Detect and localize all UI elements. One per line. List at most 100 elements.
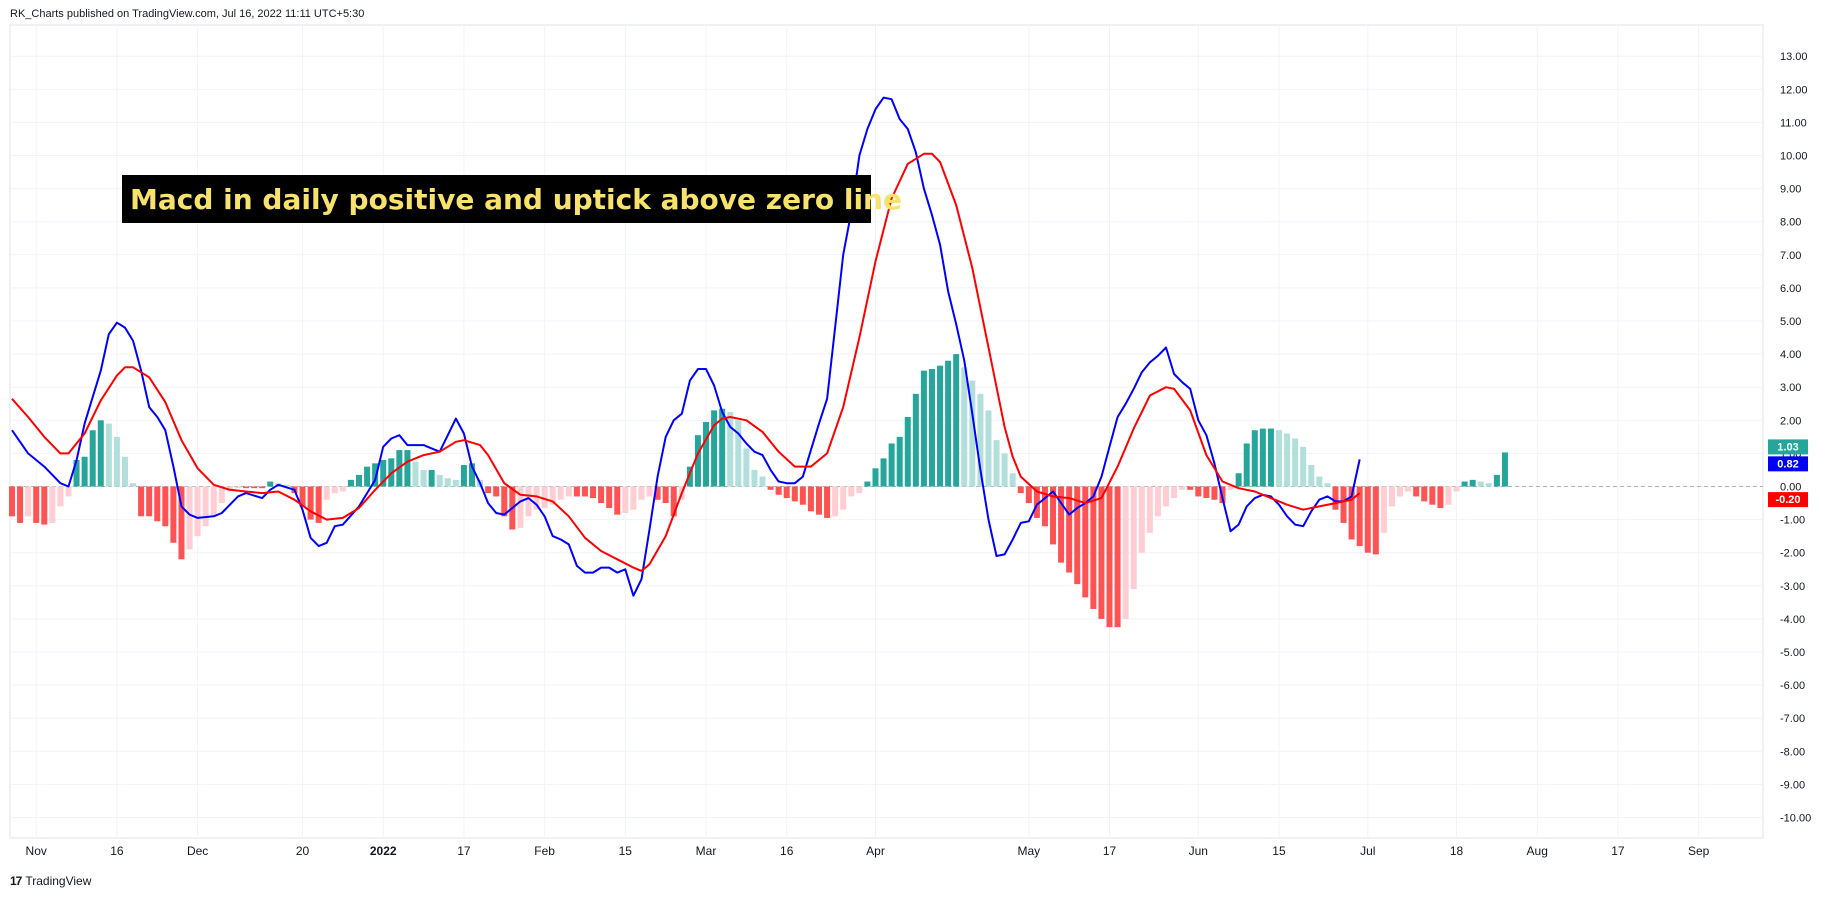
histogram-bar [694,435,701,487]
y-tick-label: -8.00 [1780,746,1805,758]
histogram-bar [549,486,556,505]
histogram-bar [57,486,64,507]
histogram-bar [1284,433,1291,487]
histogram-bar [1211,486,1218,500]
histogram-bar [1114,486,1121,628]
histogram-bar [1017,486,1024,494]
histogram-bar [138,486,145,517]
y-tick-label: -1.00 [1780,515,1805,527]
y-tick-label: 6.00 [1780,283,1801,295]
histogram-bar [428,469,435,487]
histogram-bar [1437,486,1444,509]
brand-name: TradingView [25,874,92,888]
histogram-bar [557,486,564,500]
x-tick-label: 2022 [370,844,397,858]
x-axis: Nov 16 Dec 20 2022 17 Feb 15 Mar 16 Apr May 17 Jun 15 J… [26,844,1710,858]
x-tick-label: May [1017,844,1040,858]
histogram-bar [581,486,588,497]
y-tick-label: -6.00 [1780,680,1805,692]
histogram-bar [105,423,112,487]
histogram-bar [178,486,185,560]
histogram-bar [614,486,621,515]
histogram-bar [840,486,847,510]
x-tick-label: 20 [296,844,310,858]
histogram-bar [590,486,597,499]
last-value-badges: 1.03 0.82 -0.20 [1768,439,1808,508]
histogram-bar [1316,476,1323,487]
histogram-bar [1461,481,1468,487]
histogram-bar [1203,486,1210,499]
histogram-bar [1259,428,1266,487]
y-tick-label: 7.00 [1780,250,1801,262]
x-tick-label: Nov [26,844,47,858]
histogram-bar [622,486,629,513]
histogram-bar [993,440,1000,487]
annotation-box: Macd in daily positive and uptick above … [122,175,902,223]
histogram-bar [1082,486,1089,598]
histogram [9,354,1508,628]
histogram-bar [1195,486,1202,497]
x-tick-label: Dec [187,844,208,858]
histogram-bar [202,486,209,527]
y-tick-label: 0.00 [1780,482,1801,494]
histogram-bar [356,474,363,487]
histogram-bar [670,486,677,517]
x-tick-label: 17 [1103,844,1117,858]
indicator-lines [11,96,1361,597]
histogram-bar [194,486,201,537]
y-tick-label: 4.00 [1780,349,1801,361]
last-value-label: -0.20 [1775,494,1800,506]
histogram-bar [259,486,266,489]
x-tick-label: 15 [1272,844,1286,858]
histogram-bar [985,410,992,487]
histogram-bar [573,486,580,497]
histogram-bar [1469,479,1476,487]
histogram-bar [1429,486,1436,505]
histogram-bar [872,468,879,487]
x-tick-label: Aug [1527,844,1548,858]
histogram-bar [436,474,443,487]
histogram-bar [735,420,742,487]
last-value-badge [1768,439,1808,455]
histogram-bar [234,486,241,489]
histogram-bar [1380,486,1387,533]
histogram-bar [460,464,467,487]
histogram-bar [121,456,128,487]
histogram-bar [1267,428,1274,487]
histogram-bar [977,393,984,487]
histogram-bar [904,416,911,487]
histogram-bar [339,486,346,492]
y-tick-label: -4.00 [1780,614,1805,626]
histogram-bar [404,450,411,487]
histogram-bar [113,436,120,487]
histogram-bar [1074,486,1081,585]
x-tick-label: 17 [1611,844,1625,858]
histogram-bar [945,360,952,487]
histogram-bar [1332,486,1339,510]
histogram-bar [525,486,532,517]
histogram-bar [501,486,508,517]
y-tick-label: 9.00 [1780,184,1801,196]
histogram-bar [783,486,790,499]
x-tick-label: Apr [866,844,885,858]
histogram-bar [17,486,24,523]
histogram-bar [162,486,169,527]
x-tick-label: Feb [534,844,555,858]
histogram-bar [1364,486,1371,553]
histogram-bar [1356,486,1363,547]
histogram-bar [533,486,540,510]
y-tick-label: 8.00 [1780,217,1801,229]
last-value-badge [1768,456,1808,472]
y-tick-label: -7.00 [1780,713,1805,725]
histogram-bar [218,486,225,504]
histogram-bar [1340,486,1347,523]
histogram-bar [1300,446,1307,487]
histogram-bar [1308,464,1315,487]
histogram-bar [775,486,782,495]
histogram-bar [1485,483,1492,487]
histogram-bar [646,486,653,497]
histogram-bar [1179,486,1186,490]
histogram-bar [130,483,137,487]
histogram-bar [759,476,766,487]
